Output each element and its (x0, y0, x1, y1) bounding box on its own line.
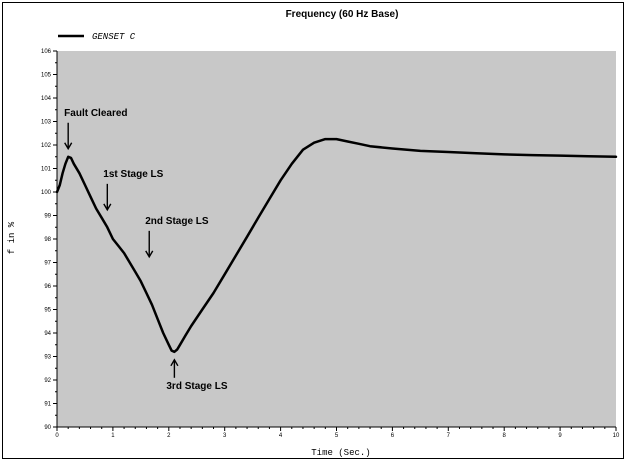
y-tick-label: 95 (44, 308, 51, 314)
annotation: Fault Cleared (64, 108, 128, 151)
series-layer (55, 137, 618, 354)
y-tick-label: 103 (41, 120, 52, 126)
annotation-label: 1st Stage LS (103, 169, 163, 180)
annotation-label: Fault Cleared (64, 108, 127, 119)
plot-area (57, 51, 616, 427)
y-tick-label: 102 (41, 143, 52, 149)
x-tick-label: 5 (335, 433, 339, 439)
y-tick-label: 90 (44, 425, 51, 431)
x-tick-label: 8 (503, 433, 507, 439)
y-tick-label: 96 (44, 284, 51, 290)
y-tick-label: 93 (44, 355, 51, 361)
x-tick-label: 1 (111, 433, 115, 439)
annotation: 2nd Stage LS (145, 216, 209, 259)
x-tick-label: 2 (167, 433, 171, 439)
y-tick-label: 101 (41, 167, 52, 173)
x-tick-label: 7 (447, 433, 451, 439)
annotation-label: 2nd Stage LS (145, 216, 209, 227)
annotation-label: 3rd Stage LS (166, 381, 227, 392)
x-axis-label: Time (Sec.) (311, 448, 370, 458)
x-tick-label: 9 (558, 433, 562, 439)
y-tick-label: 97 (44, 261, 51, 267)
legend: GENSET C (58, 32, 136, 42)
x-tick-label: 4 (279, 433, 283, 439)
y-tick-label: 100 (41, 190, 52, 196)
y-tick-label: 92 (44, 378, 51, 384)
chart-title: Frequency (60 Hz Base) (286, 9, 399, 20)
annotation-arrowhead (170, 358, 179, 367)
annotation: 3rd Stage LS (166, 358, 228, 392)
y-axis-label: f in % (7, 221, 17, 254)
x-tick-label: 0 (55, 433, 59, 439)
series-line (55, 137, 618, 354)
y-tick-label: 98 (44, 237, 51, 243)
y-tick-label: 106 (41, 49, 52, 55)
x-tick-label: 3 (223, 433, 227, 439)
y-tick-label: 99 (44, 214, 51, 220)
annotation-arrowhead (64, 142, 73, 151)
annotations: Fault Cleared 1st Stage LS 2nd Stage LS 3rd… (64, 108, 228, 392)
annotation-arrowhead (103, 203, 112, 212)
legend-label: GENSET C (92, 32, 136, 42)
annotation: 1st Stage LS (103, 169, 164, 212)
y-tick-label: 94 (44, 331, 51, 337)
axes: 9091929394959697989910010110210310410510… (41, 49, 620, 439)
y-tick-label: 91 (44, 402, 51, 408)
y-tick-label: 104 (41, 96, 52, 102)
x-tick-label: 6 (391, 433, 395, 439)
annotation-arrowhead (145, 250, 154, 259)
x-tick-label: 10 (613, 433, 620, 439)
y-tick-label: 105 (41, 73, 52, 79)
